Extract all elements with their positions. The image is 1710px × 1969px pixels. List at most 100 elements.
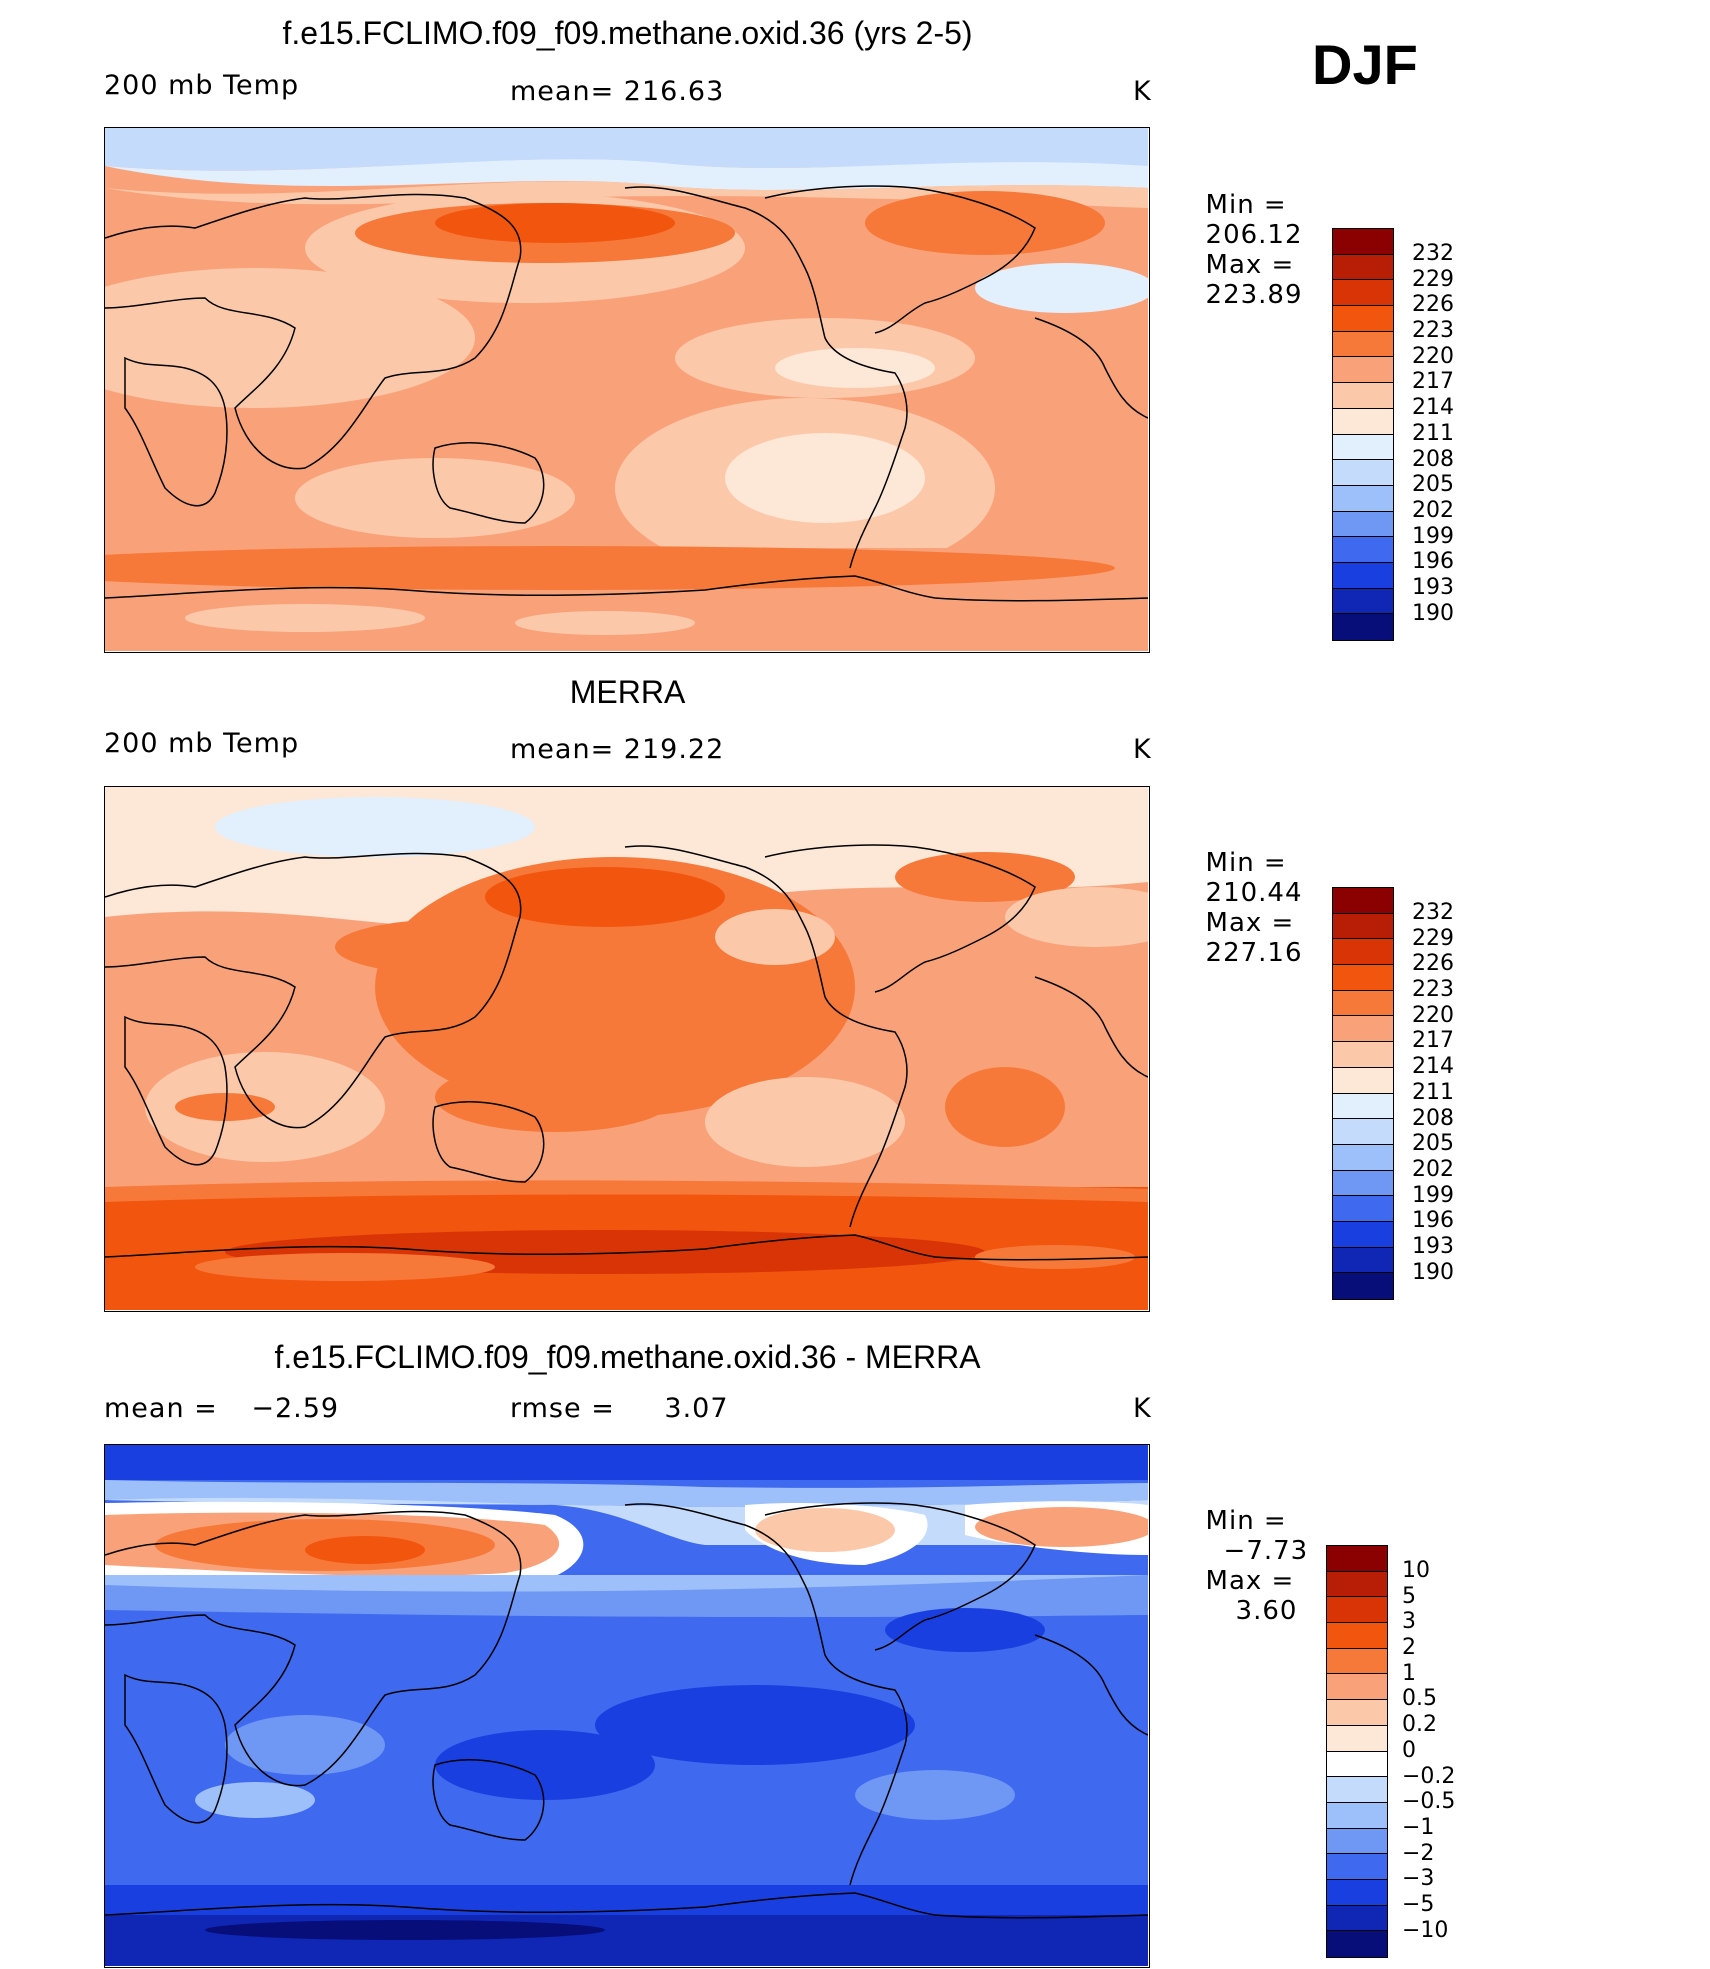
colorbar-tick-label: 217 [1412, 1028, 1454, 1054]
panel-1-max-label: Max = [1205, 250, 1295, 280]
colorbar-swatch [1333, 434, 1393, 461]
panel-3-min-label: Min = [1205, 1506, 1287, 1536]
colorbar-tick-label: 223 [1412, 977, 1454, 1003]
colorbar-tick-label: 232 [1412, 900, 1454, 925]
colorbar-tick-label: 205 [1412, 472, 1454, 498]
colorbar-swatch [1333, 614, 1393, 640]
panel-3-rmse-text: rmse = [510, 1393, 615, 1424]
colorbar-tick-label: 5 [1402, 1583, 1416, 1609]
panel-3-minmax: Min = −7.73 Max = 3.60 [1187, 1476, 1308, 1626]
panel-3-rmse-label: rmse = 3.07 [510, 1393, 729, 1424]
colorbar-swatch [1333, 460, 1393, 486]
panel-2-max-value: 227.16 [1205, 938, 1303, 968]
colorbar-tick-label: −0.2 [1402, 1763, 1456, 1789]
colorbar-swatch [1333, 888, 1393, 914]
panel-3-mean-text: mean = [104, 1393, 218, 1424]
panel-3-mean-label: mean = −2.59 [104, 1393, 339, 1424]
panel-1-title: f.e15.FCLIMO.f09_f09.methane.oxid.36 (yr… [282, 15, 973, 51]
colorbar-swatch [1327, 1854, 1387, 1880]
panel-1-units: K [1133, 76, 1152, 107]
colorbar-swatch [1333, 1119, 1393, 1145]
panel-2-max-label: Max = [1205, 908, 1295, 938]
colorbar-tick-label: 196 [1412, 549, 1454, 575]
colorbar-tick-label: −0.5 [1402, 1789, 1456, 1815]
panel-1-colorbar-labels: 232 229 226 223 220 217 214 211 208 205 202 199 196 1… [1412, 241, 1454, 626]
panel-2-units: K [1133, 734, 1152, 765]
colorbar-tick-label: 208 [1412, 1105, 1454, 1131]
colorbar-swatch [1333, 1247, 1393, 1274]
colorbar-swatch [1327, 1571, 1387, 1598]
season-label: DJF [1312, 33, 1418, 96]
colorbar-tick-label: −2 [1402, 1840, 1435, 1866]
panel-3-min-value: −7.73 [1223, 1536, 1309, 1566]
colorbar-swatch [1327, 1546, 1387, 1572]
colorbar-tick-label: 199 [1412, 1182, 1454, 1208]
colorbar-swatch [1333, 1093, 1393, 1120]
colorbar-swatch [1327, 1879, 1387, 1906]
colorbar-swatch [1333, 511, 1393, 538]
colorbar-tick-label: 190 [1412, 1259, 1454, 1285]
panel-3-mean-value: −2.59 [251, 1393, 340, 1424]
colorbar-tick-label: 193 [1412, 1233, 1454, 1259]
colorbar-tick-label: 214 [1412, 1054, 1454, 1080]
panel-2-mean-value: 219.22 [623, 734, 725, 765]
panel-2-colorbar [1332, 887, 1394, 1300]
panel-1-minmax: Min = 206.12 Max = 223.89 [1187, 160, 1303, 310]
colorbar-tick-label: 193 [1412, 574, 1454, 600]
colorbar-tick-label: 217 [1412, 369, 1454, 395]
panel-2-min-value: 210.44 [1205, 878, 1303, 908]
colorbar-tick-label: −1 [1402, 1814, 1435, 1840]
colorbar-tick-label: 211 [1412, 1079, 1454, 1105]
colorbar-swatch [1327, 1931, 1387, 1957]
panel-2-min-label: Min = [1205, 848, 1287, 878]
colorbar-tick-label: 196 [1412, 1208, 1454, 1234]
colorbar-tick-label: 220 [1412, 1002, 1454, 1028]
colorbar-tick-label: −5 [1402, 1891, 1435, 1917]
colorbar-tick-label: 3 [1402, 1609, 1416, 1635]
colorbar-tick-label: 229 [1412, 925, 1454, 951]
panel-2-title: MERRA [569, 674, 686, 710]
colorbar-swatch [1333, 913, 1393, 940]
panel-1-max-value: 223.89 [1205, 280, 1303, 310]
colorbar-swatch [1333, 229, 1393, 255]
colorbar-tick-label: 0.2 [1402, 1712, 1437, 1738]
colorbar-tick-label: 10 [1402, 1558, 1430, 1583]
panel-1-min-label: Min = [1205, 190, 1287, 220]
panel-2-colorbar-labels: 232 229 226 223 220 217 214 211 208 205 202 199 196 1… [1412, 900, 1454, 1285]
panel-2-mean-text: mean= [510, 734, 615, 765]
colorbar-tick-label: 232 [1412, 241, 1454, 266]
colorbar-swatch [1333, 408, 1393, 435]
colorbar-swatch [1333, 254, 1393, 281]
colorbar-tick-label: 226 [1412, 292, 1454, 318]
panel-1-min-value: 206.12 [1205, 220, 1303, 250]
colorbar-swatch [1333, 939, 1393, 966]
panel-1-map [104, 127, 1150, 653]
colorbar-swatch [1333, 1144, 1393, 1171]
panel-1-mean-label: mean= 216.63 [510, 76, 724, 107]
colorbar-swatch [1327, 1725, 1387, 1752]
panel-2-field-label: 200 mb Temp [104, 728, 300, 759]
panel-1-mean-text: mean= [510, 76, 615, 107]
colorbar-tick-label: 223 [1412, 318, 1454, 344]
panel-1-mean-value: 216.63 [623, 76, 725, 107]
colorbar-swatch [1333, 990, 1393, 1017]
colorbar-swatch [1333, 537, 1393, 563]
panel-3-map [104, 1444, 1150, 1968]
panel-3-map-field [105, 1445, 1148, 1966]
colorbar-tick-label: 0 [1402, 1737, 1416, 1763]
colorbar-swatch [1327, 1828, 1387, 1855]
colorbar-swatch [1333, 1273, 1393, 1299]
colorbar-swatch [1333, 965, 1393, 991]
colorbar-swatch [1333, 331, 1393, 358]
colorbar-swatch [1333, 588, 1393, 615]
colorbar-swatch [1327, 1751, 1387, 1778]
colorbar-swatch [1327, 1623, 1387, 1649]
colorbar-swatch [1333, 562, 1393, 589]
panel-1-colorbar [1332, 228, 1394, 641]
colorbar-swatch [1327, 1648, 1387, 1675]
colorbar-swatch [1333, 1196, 1393, 1222]
panel-3-title: f.e15.FCLIMO.f09_f09.methane.oxid.36 - M… [274, 1339, 981, 1375]
colorbar-swatch [1327, 1597, 1387, 1624]
panel-2-map-field [105, 787, 1148, 1310]
colorbar-tick-label: 199 [1412, 523, 1454, 549]
